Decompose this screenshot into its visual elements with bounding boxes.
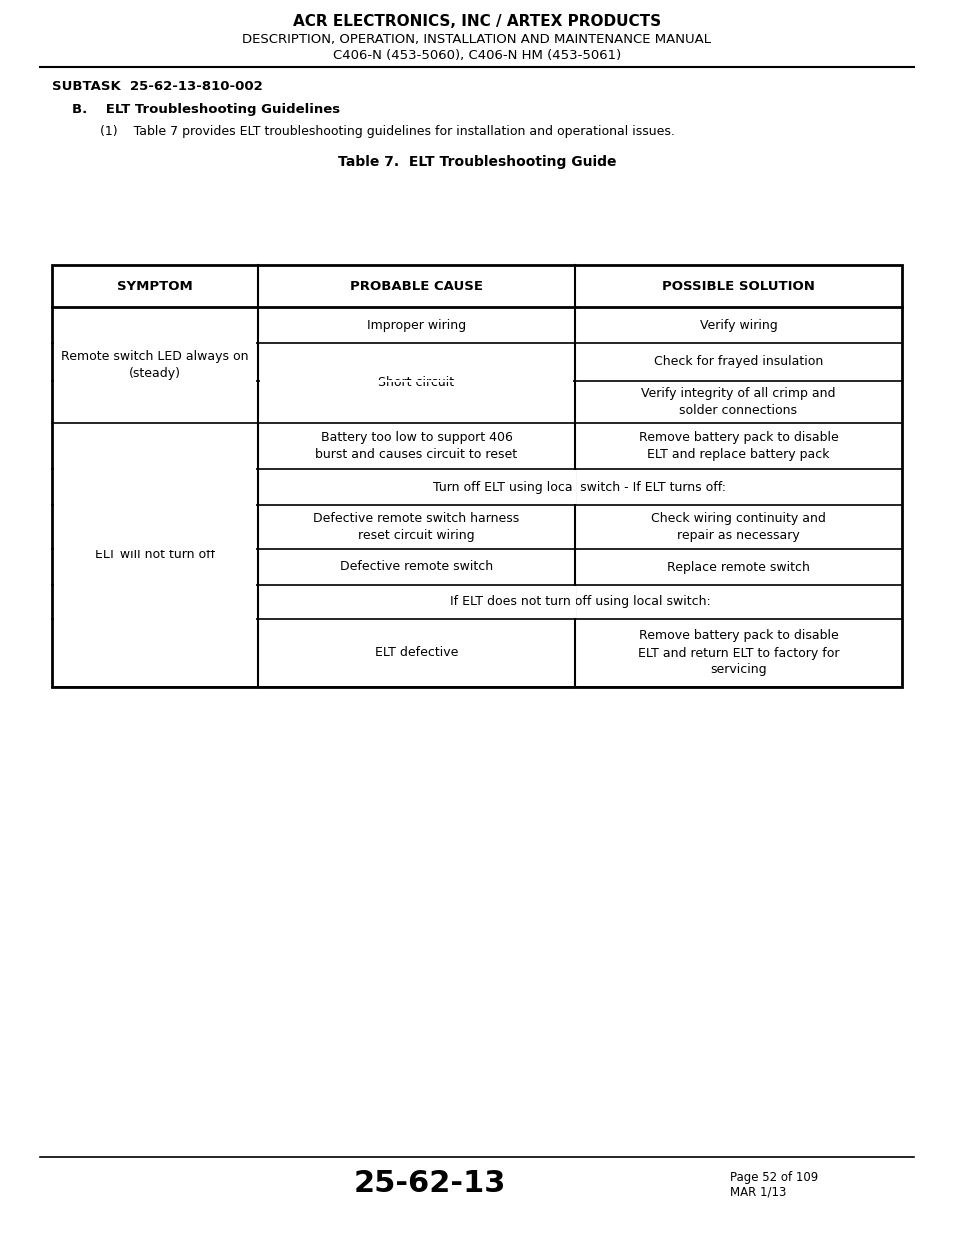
Text: Short circuit: Short circuit: [378, 377, 454, 389]
Text: ACR ELECTRONICS, INC / ARTEX PRODUCTS: ACR ELECTRONICS, INC / ARTEX PRODUCTS: [293, 15, 660, 30]
Text: POSSIBLE SOLUTION: POSSIBLE SOLUTION: [661, 279, 814, 293]
Text: Check wiring continuity and
repair as necessary: Check wiring continuity and repair as ne…: [650, 513, 825, 542]
Bar: [54, 548, 255, 551]
Bar: [573, 585, 576, 618]
Text: C406-N (453-5060), C406-N HM (453-5061): C406-N (453-5060), C406-N HM (453-5061): [333, 49, 620, 63]
Text: SYMPTOM: SYMPTOM: [117, 279, 193, 293]
Text: Verify integrity of all crimp and
solder connections: Verify integrity of all crimp and solder…: [640, 387, 835, 417]
Text: Remote switch LED always on
(steady): Remote switch LED always on (steady): [61, 350, 249, 380]
Text: If ELT does not turn off using local switch:: If ELT does not turn off using local swi…: [449, 595, 710, 609]
Bar: [54, 618, 255, 620]
Text: Replace remote switch: Replace remote switch: [666, 561, 809, 573]
Text: Verify wiring: Verify wiring: [699, 319, 777, 331]
Text: DESCRIPTION, OPERATION, INSTALLATION AND MAINTENANCE MANUAL: DESCRIPTION, OPERATION, INSTALLATION AND…: [242, 32, 711, 46]
Text: Remove battery pack to disable
ELT and return ELT to factory for
servicing: Remove battery pack to disable ELT and r…: [638, 630, 839, 677]
Text: Defective remote switch harness
reset circuit wiring: Defective remote switch harness reset ci…: [313, 513, 519, 542]
Bar: [54, 584, 255, 587]
Text: MAR 1/13: MAR 1/13: [729, 1186, 785, 1198]
Bar: [54, 379, 255, 383]
Text: ELT will not turn off: ELT will not turn off: [95, 548, 214, 562]
Bar: [573, 471, 576, 504]
Text: B.    ELT Troubleshooting Guidelines: B. ELT Troubleshooting Guidelines: [71, 103, 340, 116]
Text: PROBABLE CAUSE: PROBABLE CAUSE: [350, 279, 482, 293]
Text: ELT defective: ELT defective: [375, 646, 457, 659]
Text: Page 52 of 109: Page 52 of 109: [729, 1171, 818, 1183]
Bar: [54, 504, 255, 506]
Text: (1)    Table 7 provides ELT troubleshooting guidelines for installation and oper: (1) Table 7 provides ELT troubleshooting…: [100, 125, 674, 137]
Text: Turn off ELT using local switch - If ELT turns off:: Turn off ELT using local switch - If ELT…: [433, 480, 726, 494]
Text: Improper wiring: Improper wiring: [367, 319, 466, 331]
Text: Battery too low to support 406
burst and causes circuit to reset: Battery too low to support 406 burst and…: [315, 431, 517, 461]
Bar: [54, 468, 255, 471]
Text: Remove battery pack to disable
ELT and replace battery pack: Remove battery pack to disable ELT and r…: [638, 431, 838, 461]
Text: Check for frayed insulation: Check for frayed insulation: [653, 356, 822, 368]
Bar: [52, 266, 901, 687]
Text: Table 7.  ELT Troubleshooting Guide: Table 7. ELT Troubleshooting Guide: [337, 156, 616, 169]
Bar: [54, 342, 255, 345]
Text: Defective remote switch: Defective remote switch: [339, 561, 493, 573]
Bar: [260, 379, 573, 383]
Text: SUBTASK  25-62-13-810-002: SUBTASK 25-62-13-810-002: [52, 80, 262, 94]
Text: 25-62-13: 25-62-13: [354, 1168, 506, 1198]
